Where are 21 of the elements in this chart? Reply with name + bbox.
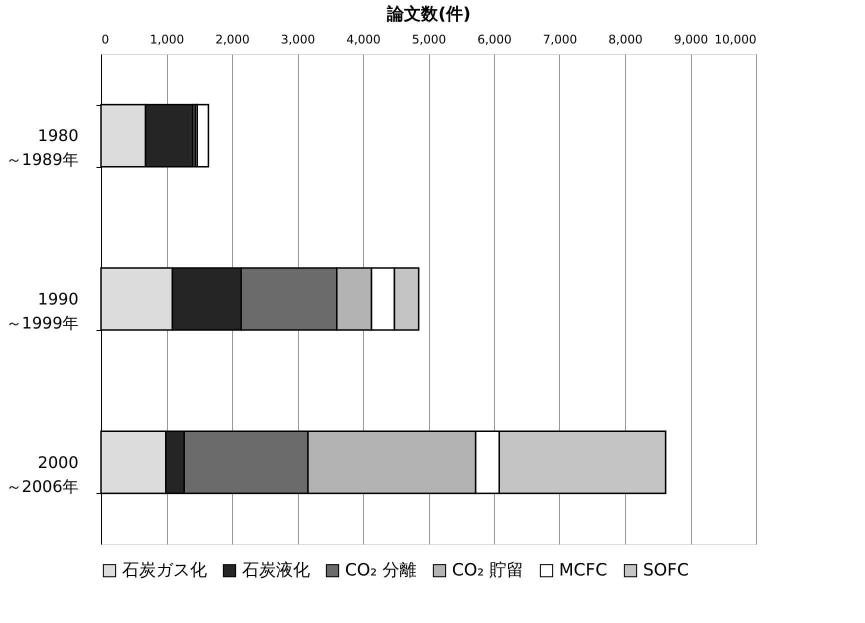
y-tick-label: 2000 ～2006年 bbox=[6, 452, 78, 496]
legend-label: MCFC bbox=[559, 560, 608, 581]
legend-label: CO₂ 分離 bbox=[345, 560, 416, 581]
x-tick-label: 2,000 bbox=[215, 32, 250, 46]
legend-label: 石炭液化 bbox=[242, 560, 310, 581]
legend-label: 石炭ガス化 bbox=[122, 560, 207, 581]
x-tick-label: 5,000 bbox=[412, 32, 446, 46]
y-tick-label: 1990 ～1999年 bbox=[6, 290, 78, 332]
legend-label: SOFC bbox=[643, 560, 689, 581]
x-tick-label: 9,000 bbox=[674, 32, 708, 46]
x-tick-label: 6,000 bbox=[477, 32, 512, 46]
x-tick-label: 8,000 bbox=[608, 32, 643, 46]
x-tick-label: 10,000 bbox=[714, 32, 756, 46]
x-tick-label: 4,000 bbox=[346, 32, 381, 46]
x-tick-label: 1,000 bbox=[150, 32, 184, 46]
x-tick-label: 7,000 bbox=[542, 32, 578, 46]
x-tick-label: 0 bbox=[102, 32, 110, 46]
y-tick-label: 1980 ～1989年 bbox=[6, 126, 78, 170]
legend-label: CO₂ 貯留 bbox=[452, 560, 524, 581]
x-tick-label: 3,000 bbox=[280, 32, 316, 46]
x-axis-title: 論文数(件) bbox=[386, 4, 471, 24]
